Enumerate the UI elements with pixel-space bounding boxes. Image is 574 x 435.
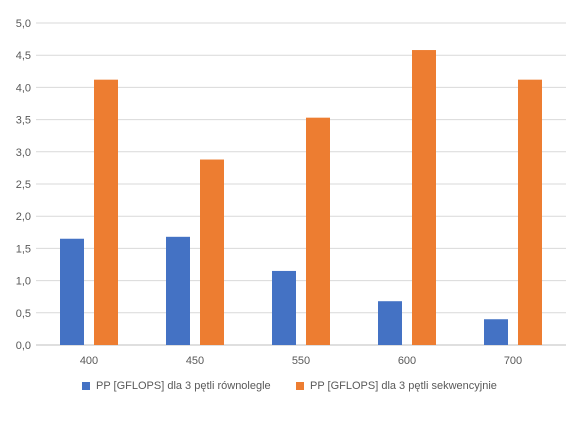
legend: PP [GFLOPS] dla 3 pętli równolegle PP [G… — [0, 380, 574, 400]
bars — [60, 50, 542, 345]
legend-swatch-parallel — [82, 382, 90, 390]
y-tick-label: 3,5 — [16, 115, 31, 127]
bar-series-1-450 — [200, 159, 224, 345]
y-tick-label: 1,5 — [16, 243, 31, 255]
legend-item-parallel: PP [GFLOPS] dla 3 pętli równolegle — [82, 380, 271, 392]
y-tick-label: 0,5 — [16, 308, 31, 320]
bar-series-0-450 — [166, 236, 190, 345]
x-tick-label: 600 — [398, 355, 416, 367]
y-tick-label: 2,0 — [16, 211, 31, 223]
y-tick-label: 1,0 — [16, 276, 31, 288]
y-tick-label: 4,0 — [16, 82, 31, 94]
bar-series-0-550 — [272, 270, 296, 345]
y-tick-label: 2,5 — [16, 179, 31, 191]
bar-series-1-550 — [306, 117, 330, 345]
bar-series-0-700 — [484, 319, 508, 345]
bar-series-0-600 — [378, 301, 402, 345]
x-tick-label: 400 — [80, 355, 98, 367]
y-tick-label: 5,0 — [16, 18, 31, 30]
y-tick-label: 0,0 — [16, 340, 31, 352]
x-tick-label: 550 — [292, 355, 310, 367]
bar-series-1-700 — [518, 79, 542, 345]
legend-label-sequential: PP [GFLOPS] dla 3 pętli sekwencyjnie — [310, 380, 497, 392]
legend-swatch-sequential — [296, 382, 304, 390]
x-tick-label: 450 — [186, 355, 204, 367]
y-tick-label: 3,0 — [16, 147, 31, 159]
x-tick-label: 700 — [504, 355, 522, 367]
gridlines — [36, 22, 566, 346]
y-axis-tick-labels: 0,0 0,5 1,0 1,5 2,0 2,5 3,0 3,5 4,0 4,5 5,0 — [16, 18, 31, 352]
bar-series-1-600 — [412, 50, 436, 345]
legend-item-sequential: PP [GFLOPS] dla 3 pętli sekwencyjnie — [296, 380, 497, 392]
legend-label-parallel: PP [GFLOPS] dla 3 pętli równolegle — [96, 380, 271, 392]
bar-series-0-400 — [60, 238, 84, 345]
y-tick-label: 4,5 — [16, 50, 31, 62]
x-axis-tick-labels: 400 450 550 600 700 — [80, 355, 522, 367]
bar-series-1-400 — [94, 79, 118, 345]
